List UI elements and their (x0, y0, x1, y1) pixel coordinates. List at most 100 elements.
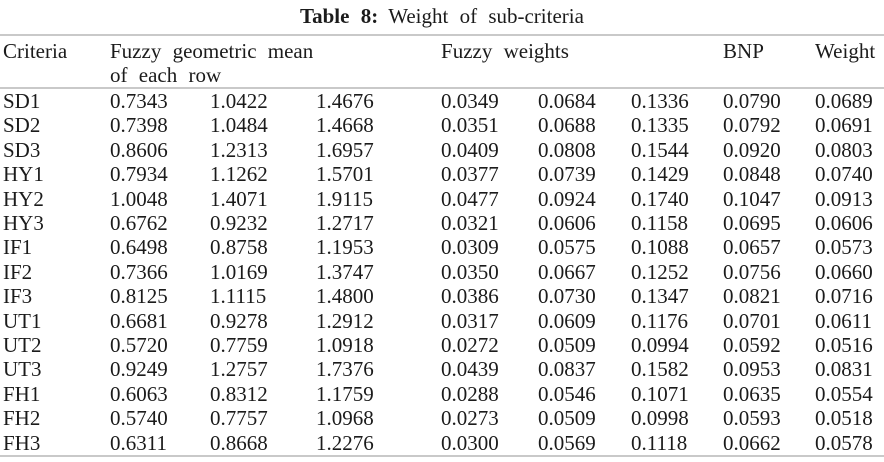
table-row: FH3 0.6311 0.8668 1.2276 0.0300 0.0569 0… (0, 431, 884, 456)
fw-middle-cell: 0.0667 (538, 259, 596, 284)
fgm-middle-cell: 1.2757 (210, 357, 268, 382)
fw-lower-cell: 0.0377 (441, 162, 499, 187)
table-body: SD1 0.7343 1.0422 1.4676 0.0349 0.0684 0… (0, 88, 884, 456)
fw-lower-cell: 0.0477 (441, 186, 499, 211)
criteria-cell: UT2 (3, 333, 42, 358)
criteria-cell: IF3 (3, 284, 33, 309)
fgm-upper-cell: 1.3747 (316, 259, 374, 284)
fgm-upper-cell: 1.4676 (316, 89, 374, 113)
fgm-lower-cell: 0.8606 (110, 137, 168, 162)
bnp-cell: 0.0635 (723, 381, 781, 406)
fw-upper-cell: 0.1118 (631, 430, 688, 455)
weights-table: Criteria Fuzzy geometric mean of each ro… (0, 34, 884, 458)
fw-lower-cell: 0.0409 (441, 137, 499, 162)
bnp-cell: 0.0821 (723, 284, 781, 309)
weight-cell: 0.0660 (815, 259, 873, 284)
table-row: IF1 0.6498 0.8758 1.1953 0.0309 0.0575 0… (0, 235, 884, 259)
fgm-lower-cell: 0.6063 (110, 381, 168, 406)
weight-cell: 0.0689 (815, 89, 873, 113)
header-bnp: BNP (723, 35, 816, 89)
fgm-upper-cell: 1.2912 (316, 308, 374, 333)
header-fuzzy-geometric-mean: Fuzzy geometric mean of each row (110, 35, 442, 89)
fgm-middle-cell: 1.0169 (210, 259, 268, 284)
fgm-middle-cell: 1.1262 (210, 162, 268, 187)
bnp-cell: 0.1047 (723, 186, 781, 211)
fw-middle-cell: 0.0739 (538, 162, 596, 187)
bnp-cell: 0.0848 (723, 162, 781, 187)
bnp-cell: 0.0953 (723, 357, 781, 382)
fw-lower-cell: 0.0317 (441, 308, 499, 333)
header-row: Criteria Fuzzy geometric mean of each ro… (0, 35, 884, 89)
criteria-cell: SD1 (3, 89, 41, 113)
table-header: Criteria Fuzzy geometric mean of each ro… (0, 35, 884, 89)
fgm-lower-cell: 0.7366 (110, 259, 168, 284)
criteria-cell: SD3 (3, 137, 41, 162)
fw-middle-cell: 0.0546 (538, 381, 596, 406)
fw-upper-cell: 0.1582 (631, 357, 689, 382)
fw-middle-cell: 0.0684 (538, 89, 596, 113)
criteria-cell: HY1 (3, 162, 44, 187)
weight-cell: 0.0831 (815, 357, 873, 382)
weight-cell: 0.0606 (815, 211, 873, 236)
fw-upper-cell: 0.1740 (631, 186, 689, 211)
weight-cell: 0.0578 (815, 430, 873, 455)
bnp-cell: 0.0920 (723, 137, 781, 162)
fgm-middle-cell: 0.9232 (210, 211, 268, 236)
table-row: IF3 0.8125 1.1115 1.4800 0.0386 0.0730 0… (0, 284, 884, 308)
fgm-upper-cell: 1.6957 (316, 137, 374, 162)
fgm-upper-cell: 1.5701 (316, 162, 374, 187)
fgm-lower-cell: 0.7343 (110, 89, 168, 113)
fgm-lower-cell: 1.0048 (110, 186, 168, 211)
fw-lower-cell: 0.0309 (441, 235, 499, 260)
header-criteria: Criteria (0, 35, 110, 89)
fgm-lower-cell: 0.6498 (110, 235, 168, 260)
fw-upper-cell: 0.1335 (631, 113, 689, 138)
fw-lower-cell: 0.0351 (441, 113, 499, 138)
criteria-cell: FH2 (3, 406, 41, 431)
weight-cell: 0.0554 (815, 381, 873, 406)
header-fuzzy-geometric-mean-line2: of each row (110, 63, 222, 87)
fw-upper-cell: 0.0994 (631, 333, 689, 358)
header-weight: Weight (815, 35, 884, 89)
fw-lower-cell: 0.0288 (441, 381, 499, 406)
fgm-lower-cell: 0.5720 (110, 333, 168, 358)
fw-upper-cell: 0.1071 (631, 381, 689, 406)
weight-cell: 0.0611 (815, 308, 873, 333)
fgm-upper-cell: 1.1953 (316, 235, 374, 260)
fgm-lower-cell: 0.6762 (110, 211, 168, 236)
fw-lower-cell: 0.0386 (441, 284, 499, 309)
fw-middle-cell: 0.0924 (538, 186, 596, 211)
criteria-cell: IF1 (3, 235, 33, 260)
table-row: FH1 0.6063 0.8312 1.1759 0.0288 0.0546 0… (0, 382, 884, 406)
fw-lower-cell: 0.0300 (441, 430, 499, 455)
table-row: UT1 0.6681 0.9278 1.2912 0.0317 0.0609 0… (0, 309, 884, 333)
fgm-middle-cell: 0.8758 (210, 235, 268, 260)
fw-upper-cell: 0.1347 (631, 284, 689, 309)
fw-lower-cell: 0.0349 (441, 89, 499, 113)
criteria-cell: IF2 (3, 259, 33, 284)
header-fuzzy-weights: Fuzzy weights (441, 35, 724, 89)
fgm-middle-cell: 0.8312 (210, 381, 268, 406)
bnp-cell: 0.0592 (723, 333, 781, 358)
fw-upper-cell: 0.1176 (631, 308, 688, 333)
bnp-cell: 0.0790 (723, 89, 781, 113)
table-row: IF2 0.7366 1.0169 1.3747 0.0350 0.0667 0… (0, 260, 884, 284)
weight-cell: 0.0913 (815, 186, 873, 211)
fgm-middle-cell: 1.1115 (210, 284, 267, 309)
fw-middle-cell: 0.0509 (538, 333, 596, 358)
weight-cell: 0.0573 (815, 235, 873, 260)
fgm-upper-cell: 1.4800 (316, 284, 374, 309)
table-row: SD3 0.8606 1.2313 1.6957 0.0409 0.0808 0… (0, 138, 884, 162)
bnp-cell: 0.0662 (723, 430, 781, 455)
fw-lower-cell: 0.0273 (441, 406, 499, 431)
weight-cell: 0.0803 (815, 137, 873, 162)
bnp-cell: 0.0593 (723, 406, 781, 431)
table-row: HY3 0.6762 0.9232 1.2717 0.0321 0.0606 0… (0, 211, 884, 235)
table-row: SD1 0.7343 1.0422 1.4676 0.0349 0.0684 0… (0, 88, 884, 113)
header-fuzzy-geometric-mean-line1: Fuzzy geometric mean (110, 39, 314, 63)
fgm-middle-cell: 0.8668 (210, 430, 268, 455)
fw-lower-cell: 0.0321 (441, 211, 499, 236)
bnp-cell: 0.0657 (723, 235, 781, 260)
fw-upper-cell: 0.0998 (631, 406, 689, 431)
fw-middle-cell: 0.0606 (538, 211, 596, 236)
